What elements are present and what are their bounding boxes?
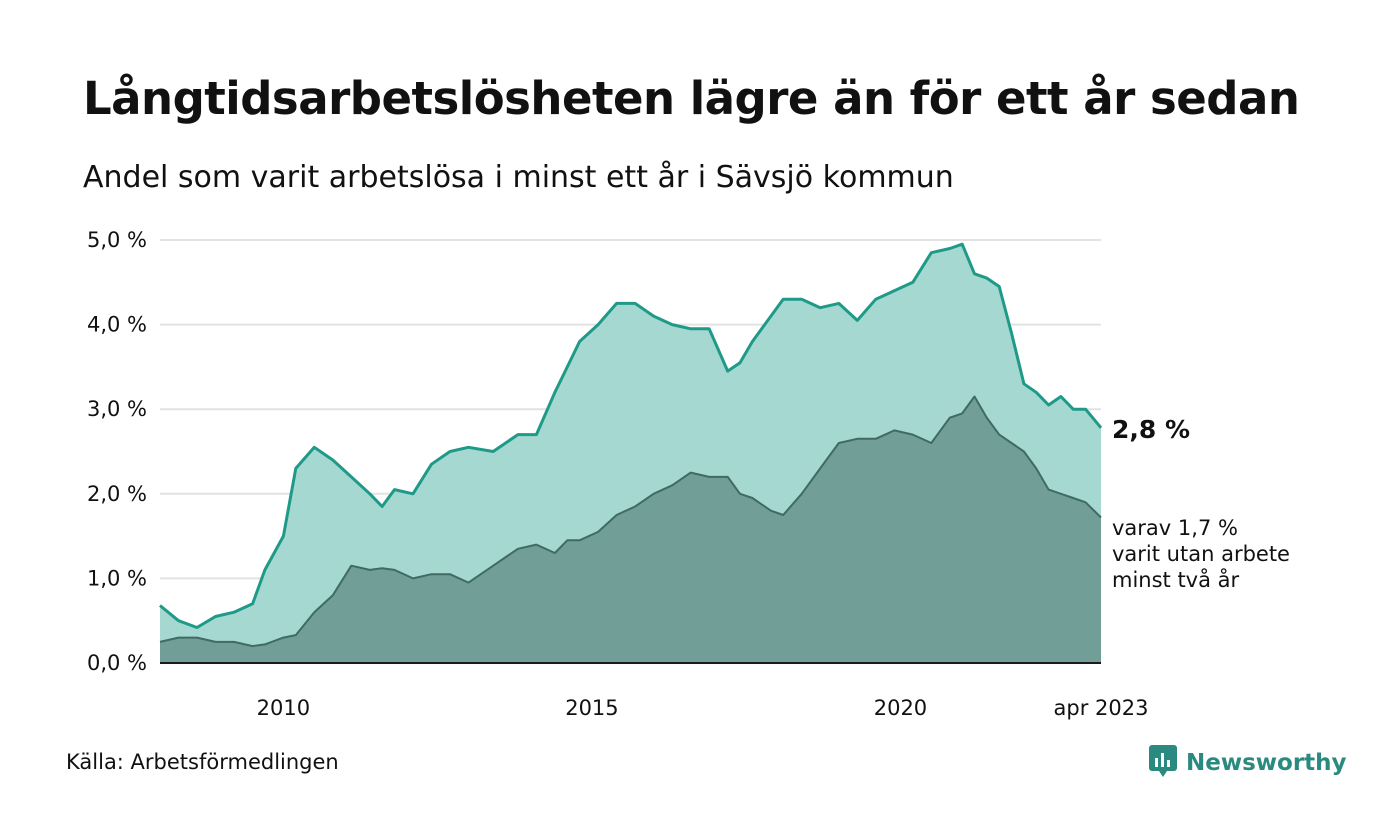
bar-chart-speech-icon [1148,744,1178,782]
axes: 0,0 % 1,0 % 2,0 % 3,0 % 4,0 % 5,0 % 2010 2015 20… [87,228,1149,720]
x-tick-label: 2010 [257,696,310,720]
brand-logo[interactable]: Newsworthy [1148,744,1347,782]
x-tick-label: 2020 [874,696,927,720]
long-area [160,396,1101,663]
total-end-label: 2,8 % [1112,415,1190,444]
y-tick-label: 5,0 % [87,228,147,252]
long-series-line [159,395,1102,648]
x-tick-label: apr 2023 [1054,696,1149,720]
long-term-end-label: minst två år [1112,567,1240,592]
y-tick-label: 1,0 % [87,566,147,590]
chart-title: Långtidsarbetslösheten lägre än för ett … [83,72,1300,125]
brand-name: Newsworthy [1186,750,1347,776]
y-tick-label: 0,0 % [87,651,147,675]
long-term-end-label: varit utan arbete [1112,542,1290,566]
chart-subtitle: Andel som varit arbetslösa i minst ett å… [83,160,954,195]
x-tick-label: 2015 [565,696,618,720]
y-tick-label: 3,0 % [87,397,147,421]
y-tick-label: 4,0 % [87,313,147,337]
total-series-line [159,242,1103,629]
series-areas [159,242,1103,663]
source-note: Källa: Arbetsförmedlingen [66,750,339,774]
long-term-end-label: varav 1,7 % [1112,516,1238,540]
y-tick-label: 2,0 % [87,482,147,506]
